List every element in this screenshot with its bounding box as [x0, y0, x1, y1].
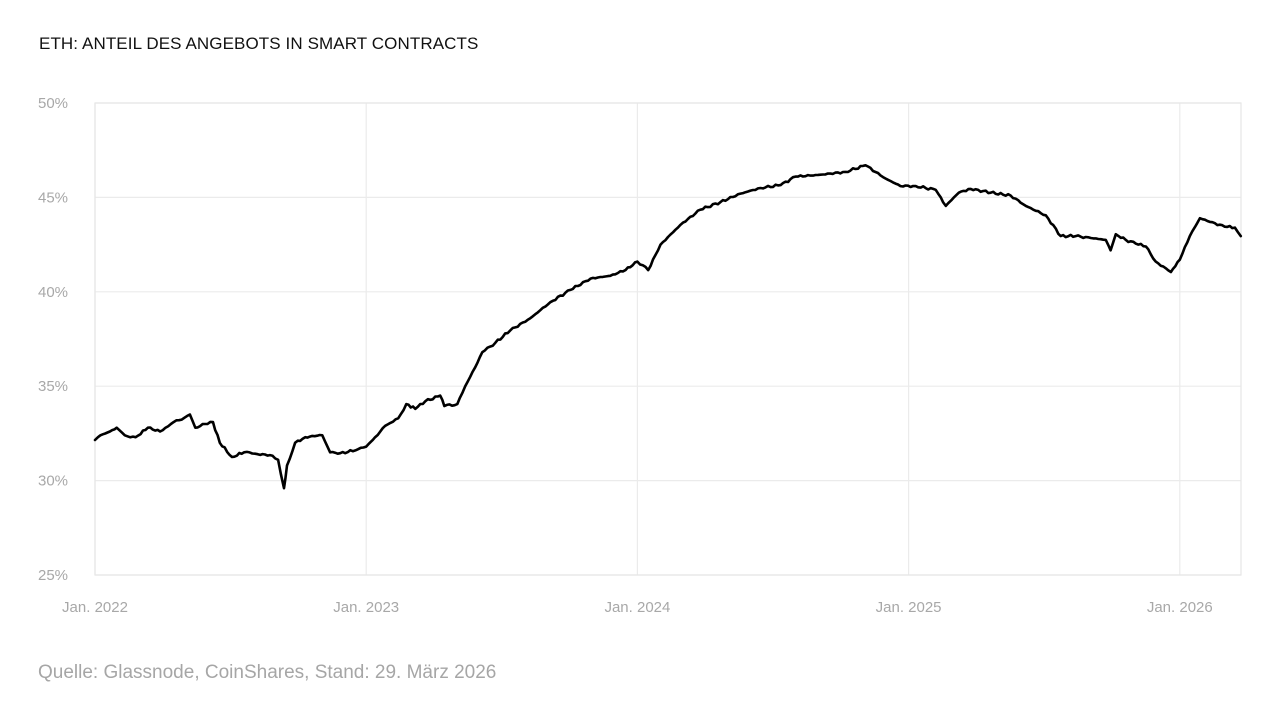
series-line	[93, 164, 1243, 490]
y-tick-label: 25%	[38, 567, 68, 584]
x-tick-label: Jan. 2022	[62, 599, 128, 616]
x-tick-label: Jan. 2025	[876, 599, 942, 616]
source-note: Quelle: Glassnode, CoinShares, Stand: 29…	[38, 662, 497, 683]
plot-frame	[94, 102, 1242, 576]
x-tick-label: Jan. 2026	[1147, 599, 1213, 616]
y-axis-ticks: 50% 45% 40% 35% 30% 25%	[38, 95, 68, 584]
grid	[94, 102, 1241, 576]
y-tick-label: 30%	[38, 473, 68, 490]
series	[93, 164, 1243, 490]
y-tick-label: 35%	[38, 378, 68, 395]
y-tick-label: 45%	[38, 189, 68, 206]
chart-title: ETH: ANTEIL DES ANGEBOTS IN SMART CONTRA…	[39, 34, 479, 53]
x-axis-ticks: Jan. 2022 Jan. 2023 Jan. 2024 Jan. 2025 Jan.…	[62, 599, 1213, 616]
x-tick-label: Jan. 2023	[333, 599, 399, 616]
x-tick-label: Jan. 2024	[604, 599, 670, 616]
y-tick-label: 40%	[38, 284, 68, 301]
y-tick-label: 50%	[38, 95, 68, 112]
